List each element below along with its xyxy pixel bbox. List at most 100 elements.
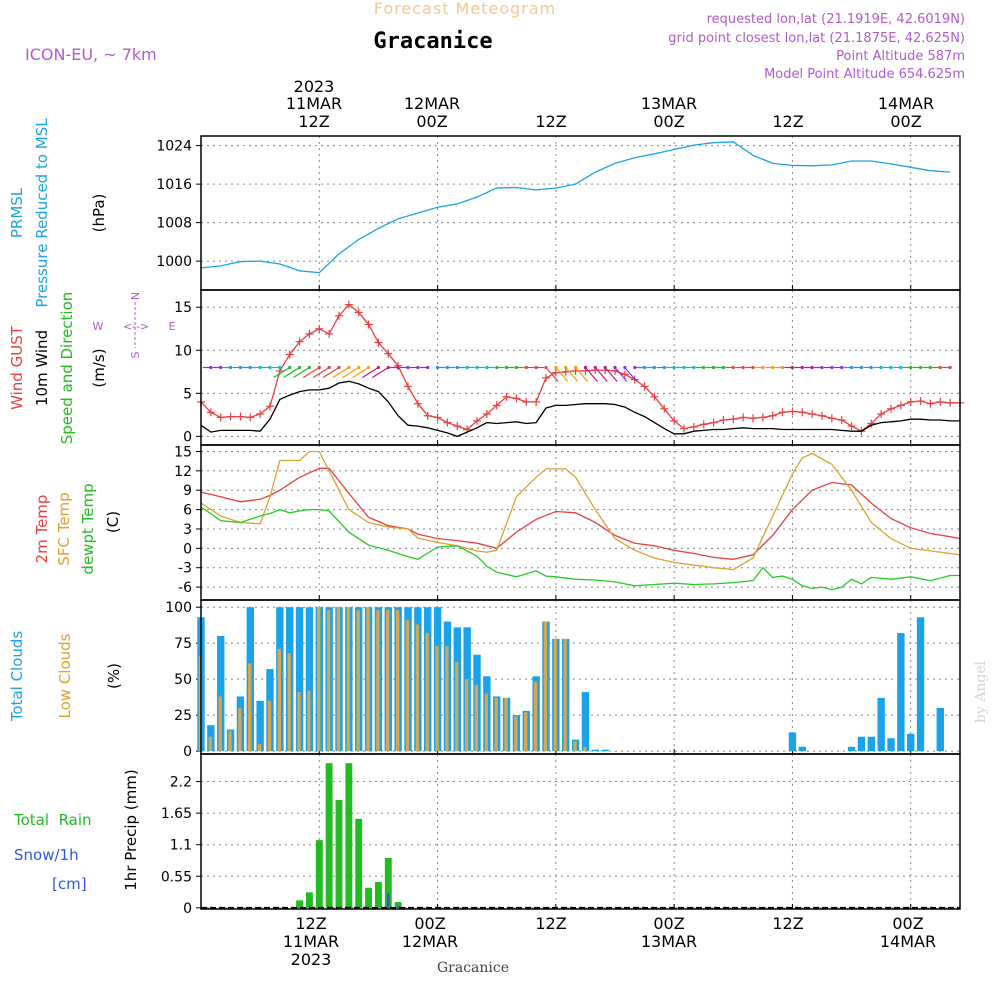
snow-bar [386,893,390,908]
low-cloud-bar [455,661,459,752]
total-cloud-bar [916,617,925,752]
bottom-tick-label: 12Z [772,914,803,933]
wind-direction-arrow [312,366,330,379]
wind-10m-label: 10m Wind [33,330,51,406]
total-cloud-bar [887,738,895,752]
top-tick-label: 00Z [890,112,921,131]
y-tick-label: 0 [183,429,192,445]
wind-arrow-head [288,365,292,370]
wind-arrow-head [396,365,400,370]
wind-direction-arrow [283,366,300,379]
wind-arrow-head [524,365,528,370]
gridpoint-coords: grid point closest lon,lat (21.1875E, 42… [668,31,965,46]
series-line-prmsl [200,141,951,274]
wind-arrow-head [948,365,952,370]
pressure-panel: 1000 1008 1016 1024 [156,135,961,291]
wind-arrow-head [475,365,479,370]
bottom-tick-label: 12MAR [402,932,458,951]
wind-direction-arrow [604,367,618,382]
wind-arrow-head [909,365,913,370]
temp-panel-labels: 2m Temp SFC Temp dewpt Temp (C) [33,483,122,574]
compass-e: E [169,320,176,333]
total-cloud-bar [877,697,885,752]
top-tick-label: 12MAR [404,94,460,113]
low-cloud-bar [297,692,301,752]
wind-arrow-head [219,365,223,370]
wind-arrow-head [366,365,371,370]
wind-arrow-head [465,365,469,370]
rain-bar [365,887,373,908]
wind-arrow-head [573,365,578,370]
wind-arrow-head [583,365,588,370]
y-tick-label: 5 [183,386,192,402]
total-cloud-bar [798,746,806,752]
total-cloud-bar [256,700,264,752]
snow-bar [396,906,400,908]
y-tick-label: 1.1 [170,838,192,854]
wind-arrow-head [879,365,883,370]
bottom-tick-label: 00Z [414,914,445,933]
y-tick-label: 2.2 [170,775,192,791]
wind-arrow-head [593,365,597,370]
wind-arrow-head [406,365,410,370]
bottom-tick-label: 12Z [295,914,326,933]
wind-arrow-head [849,365,854,370]
wind-arrow-head [485,365,489,370]
low-cloud-bar [356,610,360,752]
low-cloud-bar [425,633,429,752]
low-cloud-bar [504,697,508,752]
low-cloud-bar [287,653,291,752]
wind-arrow-head [889,365,893,370]
y-tick-label: 0 [183,541,192,557]
wind-arrow-head [248,365,252,370]
cloud-panel-labels: Total Clouds Low Clouds (%) [8,631,123,723]
wind-direction-arrow [273,366,291,379]
ms-unit-label: (m/s) [90,348,108,387]
temp2m-label: 2m Temp [33,495,51,564]
bottom-tick-label: 12Z [535,914,566,933]
low-cloud-bar [248,663,252,752]
low-cloud-bar [533,682,538,752]
meteogram-panels: 1000100810161024051015-6-303691215025507… [156,135,964,917]
low-cloud-bar [524,712,528,752]
cloud-frame [200,599,961,755]
wind-arrow-head [455,365,459,370]
wind-arrow-head [623,365,627,370]
watermark: by Angel [973,660,989,723]
low-cloud-bar [553,638,557,752]
y-tick-label: 50 [174,672,192,688]
low-cloud-bar [464,679,469,752]
wind-direction-arrow [371,366,389,379]
wind-arrow-head [603,365,607,370]
low-cloud-bar [514,716,518,752]
y-tick-label: 0 [183,901,192,917]
requested-coords: requested lon,lat (21.1919E, 42.6019N) [707,12,965,27]
wind-arrow-head [357,365,361,370]
wind-arrow-head [209,365,213,370]
wind-speed-dir-label: Speed and Direction [58,292,76,445]
low-cloud-bar [573,741,577,752]
y-tick-label: 9 [183,483,192,499]
y-tick-label: 10 [174,343,192,359]
low-cloud-bar [494,697,498,752]
wind-arrow-head [347,365,351,370]
wind-direction-arrow [322,366,340,379]
wind-arrow-head [327,365,331,370]
wind-arrow-head [642,365,647,370]
wind-arrow-head [554,365,558,370]
wind-gust-label: Wind GUST [8,325,26,410]
wind-arrow-head [761,365,765,370]
wind-arrow-head [721,365,726,370]
top-tick-label: 12Z [298,112,329,131]
wind-arrow-head [790,365,795,370]
top-time-axis: 2023 11MAR 12Z 12MAR 00Z 12Z 13MAR 00Z 1… [286,77,934,131]
wind-arrow-head [672,365,676,370]
low-clouds-label: Low Clouds [56,633,74,718]
footer-location: Gracanice [437,960,509,976]
wind-direction-arrow [332,366,350,379]
top-tick-label: 13MAR [641,94,697,113]
rain-bar [296,900,304,908]
wind-arrow-head [771,365,775,370]
low-cloud-bar [445,646,449,752]
top-tick-label: 12Z [772,112,803,131]
